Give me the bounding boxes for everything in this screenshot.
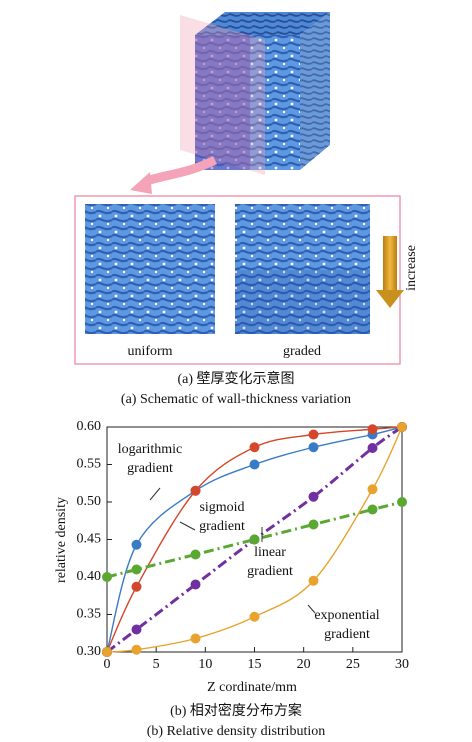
point — [131, 644, 142, 655]
uniform-sample — [85, 204, 215, 334]
increase-label: increase — [404, 245, 419, 291]
point — [367, 443, 378, 453]
x-tick-label: 10 — [198, 657, 212, 672]
point — [190, 485, 201, 496]
y-axis-label: relative density — [54, 497, 69, 583]
x-tick-label: 0 — [104, 657, 111, 672]
pointer-arrow-head — [130, 172, 152, 194]
x-tick-label: 20 — [297, 657, 311, 672]
y-tick-label: 0.30 — [77, 644, 102, 659]
annotation: gradient — [199, 519, 245, 534]
point — [367, 484, 378, 495]
gyroid-cube — [180, 12, 330, 175]
y-tick-label: 0.55 — [77, 457, 102, 472]
pointer-arrow — [143, 155, 218, 187]
point — [308, 575, 319, 586]
annotation-leader — [149, 487, 161, 501]
point — [308, 491, 319, 502]
point — [131, 624, 142, 635]
graded-shade — [235, 270, 370, 334]
annotation: gradient — [324, 627, 370, 642]
caption-a-en: (a) Schematic of wall-thickness variatio… — [121, 392, 351, 407]
caption-a-cn: (a) 壁厚变化示意图 — [177, 370, 294, 387]
point — [397, 497, 407, 507]
annotation: gradient — [127, 461, 173, 476]
point — [249, 459, 260, 470]
point — [308, 519, 319, 530]
point — [102, 647, 112, 657]
annotation: exponential — [314, 608, 379, 623]
y-tick-label: 0.35 — [77, 607, 102, 622]
annotation: logarithmic — [118, 442, 183, 457]
point — [190, 633, 201, 644]
annotation: sigmoid — [199, 500, 244, 515]
y-tick-label: 0.40 — [77, 569, 102, 584]
point — [190, 579, 201, 590]
x-tick-label: 15 — [248, 657, 262, 672]
uniform-label: uniform — [127, 344, 172, 359]
point — [249, 442, 260, 453]
point — [367, 504, 378, 515]
y-tick-label: 0.60 — [77, 419, 102, 434]
caption-b-en: (b) Relative density distribution — [147, 724, 325, 739]
point — [131, 581, 142, 592]
y-tick-label: 0.50 — [77, 494, 102, 509]
x-tick-label: 5 — [153, 657, 160, 672]
graded-label: graded — [283, 344, 321, 359]
annotation-leader — [307, 604, 316, 614]
point — [249, 611, 260, 622]
point — [397, 422, 407, 432]
increase-arrow-head — [376, 290, 404, 308]
point — [102, 572, 112, 582]
point — [249, 534, 260, 545]
caption-b-cn: (b) 相对密度分布方案 — [170, 702, 302, 719]
point — [367, 424, 378, 435]
y-tick-label: 0.45 — [77, 532, 102, 547]
panel-frame — [74, 195, 401, 365]
point — [308, 442, 319, 453]
annotation: linear — [254, 545, 286, 560]
point — [131, 564, 142, 575]
point — [131, 539, 142, 550]
point — [308, 429, 319, 440]
annotation: gradient — [247, 564, 293, 579]
graded-sample — [235, 204, 370, 334]
x-axis-label: Z cordinate/mm — [207, 680, 297, 695]
point — [190, 549, 201, 560]
annotation-leader — [179, 521, 196, 531]
increase-arrow — [383, 236, 397, 291]
x-tick-label: 25 — [346, 657, 360, 672]
x-tick-label: 30 — [395, 657, 409, 672]
